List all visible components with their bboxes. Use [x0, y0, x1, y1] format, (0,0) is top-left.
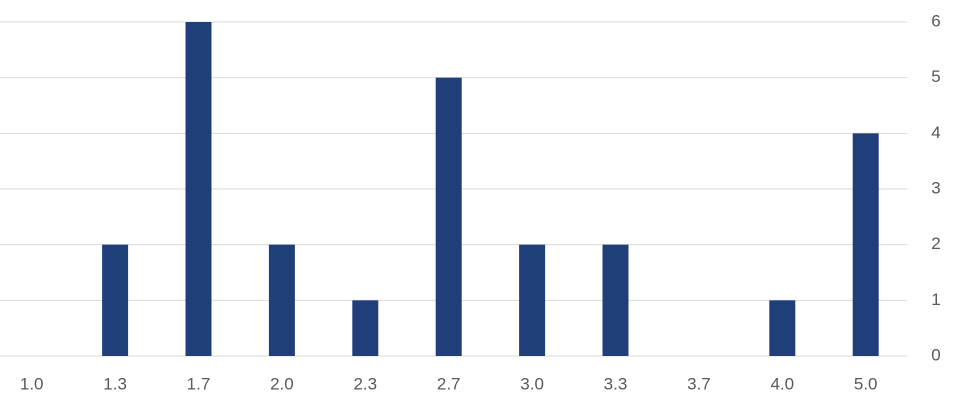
x-tick-label: 1.3 — [103, 374, 127, 393]
x-tick-label: 1.7 — [187, 374, 211, 393]
x-tick-label: 2.0 — [270, 374, 294, 393]
y-tick-label: 6 — [931, 11, 940, 30]
bar — [268, 244, 295, 356]
bar — [102, 244, 129, 356]
bar — [519, 244, 546, 356]
x-tick-label: 3.0 — [520, 374, 544, 393]
y-tick-label: 3 — [931, 178, 940, 197]
x-tick-label: 3.7 — [687, 374, 711, 393]
bar — [435, 77, 462, 357]
y-tick-label: 4 — [931, 123, 940, 142]
x-tick-label: 4.0 — [770, 374, 794, 393]
x-tick-label: 3.3 — [604, 374, 628, 393]
y-tick-label: 2 — [931, 234, 940, 253]
x-tick-label: 1.0 — [20, 374, 44, 393]
bar — [852, 133, 879, 356]
x-tick-label: 2.7 — [437, 374, 461, 393]
y-tick-label: 5 — [931, 67, 940, 86]
bar — [769, 300, 796, 356]
x-tick-label: 5.0 — [854, 374, 878, 393]
bar — [185, 22, 212, 356]
bar — [602, 244, 629, 356]
y-tick-label: 0 — [931, 345, 940, 364]
bar — [352, 300, 379, 356]
x-tick-label: 2.3 — [353, 374, 377, 393]
y-tick-label: 1 — [931, 290, 940, 309]
